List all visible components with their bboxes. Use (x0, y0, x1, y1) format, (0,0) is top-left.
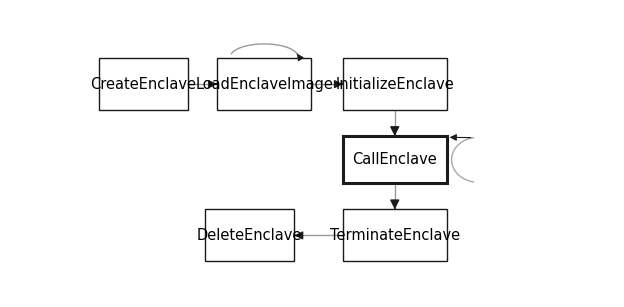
Text: InitializeEnclave: InitializeEnclave (335, 77, 454, 91)
FancyBboxPatch shape (343, 136, 447, 183)
Text: CallEnclave: CallEnclave (353, 152, 437, 167)
FancyBboxPatch shape (217, 58, 311, 110)
Text: TerminateEnclave: TerminateEnclave (329, 228, 460, 243)
Text: LoadEnclaveImage: LoadEnclaveImage (195, 77, 333, 91)
Text: DeleteEnclave: DeleteEnclave (197, 228, 303, 243)
FancyBboxPatch shape (343, 58, 447, 110)
FancyBboxPatch shape (343, 209, 447, 261)
FancyBboxPatch shape (205, 209, 295, 261)
FancyBboxPatch shape (99, 58, 188, 110)
Text: CreateEnclave: CreateEnclave (90, 77, 197, 91)
